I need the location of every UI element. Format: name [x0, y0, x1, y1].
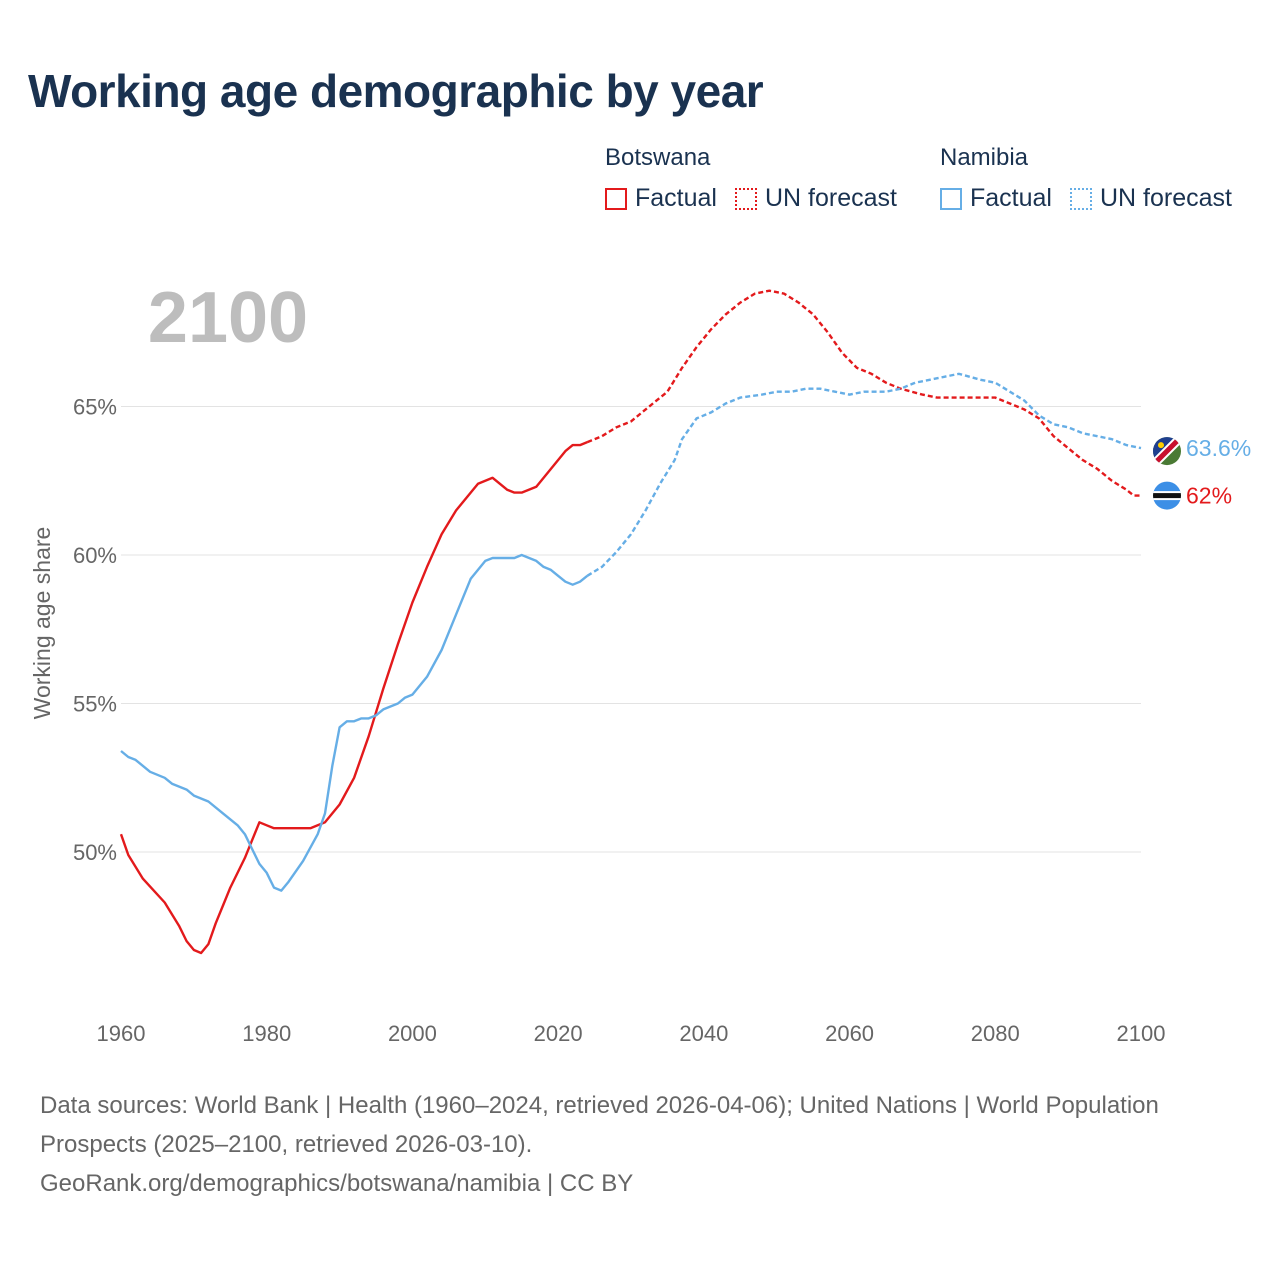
legend-group-botswana: Botswana Factual UN forecast — [605, 144, 915, 213]
end-value-label-botswana: 62% — [1186, 483, 1232, 509]
series — [119, 289, 1142, 955]
botswana-flag-icon — [1153, 481, 1181, 510]
series-line-botswana-factual — [119, 440, 588, 955]
y-tick-label: 65% — [73, 395, 117, 420]
x-tick-label: 2100 — [1117, 1021, 1166, 1046]
gridlines — [121, 406, 1141, 853]
x-tick-label: 2040 — [679, 1021, 728, 1046]
x-tick-label: 1960 — [97, 1021, 146, 1046]
legend-swatch-solid — [605, 187, 627, 210]
legend-item-botswana-factual[interactable]: Factual — [605, 184, 717, 213]
x-tick-label: 2060 — [825, 1021, 874, 1046]
end-markers: 62% 63.6% — [1153, 435, 1251, 510]
legend-item-namibia-factual[interactable]: Factual — [940, 184, 1052, 213]
legend-title-namibia: Namibia — [940, 144, 1029, 171]
series-line-namibia-factual — [120, 553, 589, 892]
legend-label: Factual — [970, 184, 1052, 212]
y-axis-title: Working age share — [29, 527, 55, 720]
x-tick-label: 1980 — [242, 1021, 291, 1046]
end-value-label-namibia: 63.6% — [1186, 435, 1251, 461]
legend-item-botswana-forecast[interactable]: UN forecast — [734, 184, 897, 213]
footer: Data sources: World Bank | Health (1960–… — [40, 1086, 1240, 1203]
legend-swatch-solid — [940, 187, 962, 210]
x-tick-label: 2080 — [971, 1021, 1020, 1046]
y-tick-label: 55% — [73, 692, 117, 717]
y-tick-label: 50% — [73, 840, 117, 865]
current-year-label: 2100 — [148, 278, 308, 358]
legend-group-namibia: Namibia Factual UN forecast — [940, 144, 1250, 213]
y-tick-label: 60% — [73, 543, 117, 568]
chart-title: Working age demographic by year — [28, 65, 764, 117]
namibia-flag-icon — [1153, 437, 1181, 466]
series-line-namibia-forecast — [586, 372, 1142, 577]
legend-label: Factual — [635, 184, 717, 212]
legend-label: UN forecast — [764, 184, 897, 212]
legend-swatch-dotted — [1069, 187, 1092, 210]
series-line-botswana-forecast — [586, 289, 1141, 497]
legend-swatch-dotted — [734, 187, 757, 210]
legend-item-namibia-forecast[interactable]: UN forecast — [1069, 184, 1232, 213]
footer-sources: Data sources: World Bank | Health (1960–… — [40, 1092, 1159, 1158]
x-tick-label: 2000 — [388, 1021, 437, 1046]
axes: 50% 55% 60% 65% 1960 1980 2000 2020 2040 2060 2080… — [73, 395, 1166, 1047]
footer-credit: GeoRank.org/demographics/botswana/namibi… — [40, 1170, 634, 1197]
x-tick-label: 2020 — [534, 1021, 583, 1046]
legend-label: UN forecast — [1099, 184, 1232, 212]
legend-title-botswana: Botswana — [605, 144, 711, 171]
